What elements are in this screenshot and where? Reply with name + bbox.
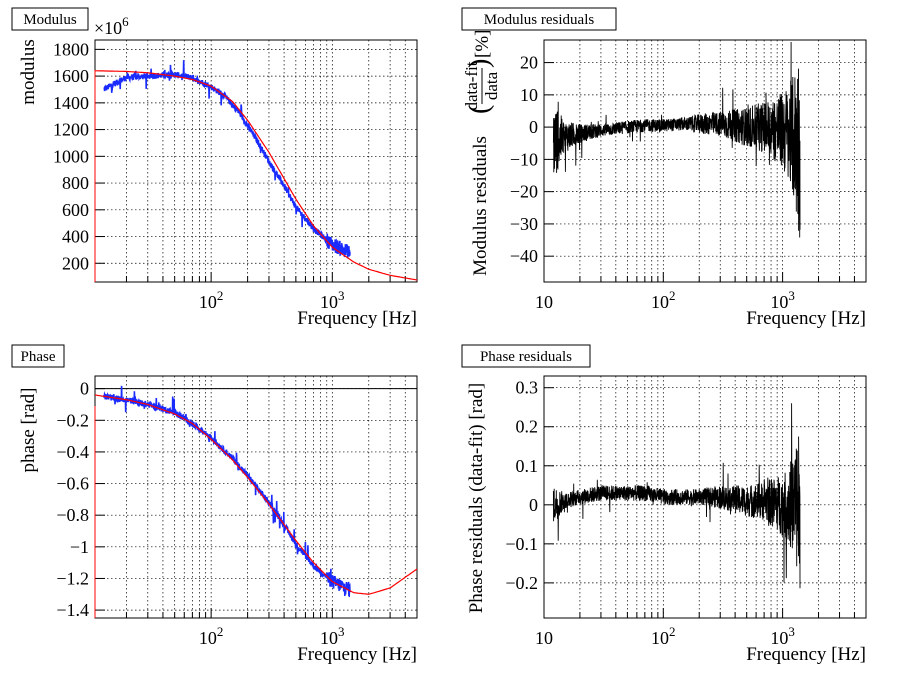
y-tick-label: −0.6 <box>56 474 89 494</box>
panel-title: Modulus <box>23 12 77 28</box>
y-tick-label: −1 <box>70 537 89 557</box>
x-tick-label: 103 <box>770 624 795 648</box>
chart-panel-1: 200 400 600 800 1000 1200 1400 1600 1800 102 103 Mo… <box>11 7 418 329</box>
y-tick-label: −0.2 <box>505 573 538 593</box>
y-tick-label: 0 <box>529 117 538 137</box>
x-tick-label: 102 <box>651 288 676 312</box>
residual-series-line <box>552 41 801 238</box>
y-tick-label: 1000 <box>53 146 89 166</box>
y-tick-label: −20 <box>510 182 538 202</box>
y-tick-label: 10 <box>520 85 538 105</box>
x-tick-label: 10 <box>535 292 553 312</box>
plot-frame <box>543 39 867 283</box>
grid-lines <box>95 40 417 282</box>
y-axis-label-denominator: data <box>482 71 501 100</box>
x-tick-label: 10 <box>535 628 553 648</box>
y-axis-label-main: Modulus residuals <box>470 136 491 276</box>
plot-frame <box>94 375 418 619</box>
chart-panel-2: −40 −30 −20 −10 0 10 20 10 102 103 Modulus residua… <box>461 7 867 329</box>
y-tick-label: −30 <box>510 214 538 234</box>
fit-series-line <box>95 70 418 281</box>
y-tick-label: −10 <box>510 149 538 169</box>
panel-title-box <box>461 344 591 368</box>
y-tick-label: 600 <box>62 200 89 220</box>
fit-series-line <box>94 394 418 595</box>
chart-panel-4: −0.2 −0.1 0 0.1 0.2 0.3 10 102 103 Phase residual… <box>461 344 867 665</box>
y-axis-label-numerator: data-fit <box>462 61 481 110</box>
y-tick-label: −0.4 <box>56 442 89 462</box>
residual-series-line <box>552 403 801 589</box>
y-tick-label: 200 <box>62 253 89 273</box>
x-tick-label: 103 <box>320 288 345 312</box>
x-tick-label: 102 <box>199 624 224 648</box>
y-tick-label: −0.1 <box>505 534 538 554</box>
y-tick-label: −40 <box>510 246 538 266</box>
y-tick-label: 1400 <box>53 93 89 113</box>
panel-title: Phase residuals <box>480 349 572 365</box>
y-tick-label: 0 <box>529 495 538 515</box>
y-tick-label: 0.3 <box>516 378 539 398</box>
panel-title: Phase <box>21 349 56 365</box>
plot-frame <box>94 39 418 283</box>
y-axis-label-paren-close: ) <box>464 59 495 68</box>
y-tick-label: 0.2 <box>516 417 539 437</box>
y-axis-label-unit: [%] <box>472 30 493 58</box>
x-axis-label: Frequency [Hz] <box>297 644 417 665</box>
y-tick-label: 1200 <box>53 120 89 140</box>
y-tick-label: −1.2 <box>56 568 89 588</box>
y-tick-label: 0.1 <box>516 456 539 476</box>
y-tick-label: −0.8 <box>56 505 89 525</box>
x-tick-label: 103 <box>770 288 795 312</box>
y-axis-label: Phase residuals (data-fit) [rad] <box>466 383 487 614</box>
panel-title-box <box>461 7 617 31</box>
y-axis-label: Modulus residuals (data-fit data)[%] <box>462 30 501 276</box>
y-axis-label: modulus <box>18 39 39 104</box>
panel-title-box <box>11 344 65 368</box>
y-tick-label: 400 <box>62 227 89 247</box>
x-axis-label: Frequency [Hz] <box>746 644 866 665</box>
y-tick-label: 800 <box>62 173 89 193</box>
data-series-line <box>103 60 351 259</box>
x-tick-label: 102 <box>199 288 224 312</box>
panel-title: Modulus residuals <box>484 12 595 28</box>
y-tick-label: 20 <box>520 53 538 73</box>
chart-panel-3: 0 −0.2 −0.4 −0.6 −0.8 −1 −1.2 −1.4 102 103 Phase Fr… <box>11 344 418 665</box>
y-tick-label: −1.4 <box>56 600 89 620</box>
y-tick-label: −0.2 <box>56 410 89 430</box>
y-axis-label-paren-open: ( <box>464 105 495 114</box>
y-axis-label: phase [rad] <box>18 388 39 473</box>
x-axis-label: Frequency [Hz] <box>746 308 866 329</box>
y-tick-label: 1600 <box>53 66 89 86</box>
y-axis-multiplier: ×106 <box>94 14 129 38</box>
x-axis-label: Frequency [Hz] <box>297 308 417 329</box>
panel-title-box <box>11 7 89 31</box>
x-tick-label: 103 <box>320 624 345 648</box>
y-tick-label: 1800 <box>53 39 89 59</box>
y-tick-label: 0 <box>80 379 89 399</box>
x-tick-label: 102 <box>651 624 676 648</box>
